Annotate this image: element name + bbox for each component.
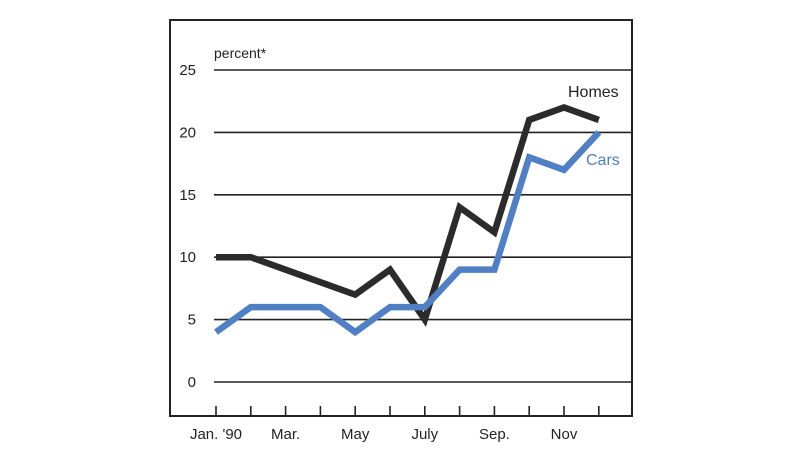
x-tick-label-0: Jan. '90 (190, 426, 242, 443)
y-tick-label-5: 5 (188, 312, 196, 329)
gridlines (214, 69, 632, 383)
y-axis-unit-label: percent* (214, 45, 267, 61)
y-tick-label-20: 20 (179, 124, 196, 141)
x-tick-label-10: Nov (551, 426, 578, 443)
x-tick-label-6: July (411, 426, 438, 443)
series-label-cars: Cars (586, 152, 620, 169)
y-tick-labels: 0 5 10 15 20 25 (179, 62, 196, 391)
series-label-homes: Homes (568, 84, 619, 101)
x-tick-label-2: Mar. (271, 426, 300, 443)
x-axis-ticks: Jan. '90 Mar. May July Sep. Nov (190, 406, 600, 443)
series-line-homes (216, 103, 600, 327)
series-line-cars (214, 130, 602, 337)
x-tick-label-8: Sep. (479, 426, 510, 443)
y-tick-label-25: 25 (179, 62, 196, 79)
x-tick-label-4: May (341, 426, 370, 443)
y-tick-label-15: 15 (179, 187, 196, 204)
y-tick-label-0: 0 (188, 374, 196, 391)
y-tick-label-10: 10 (179, 249, 196, 266)
series-lines (214, 103, 602, 337)
plot-frame (169, 19, 633, 417)
